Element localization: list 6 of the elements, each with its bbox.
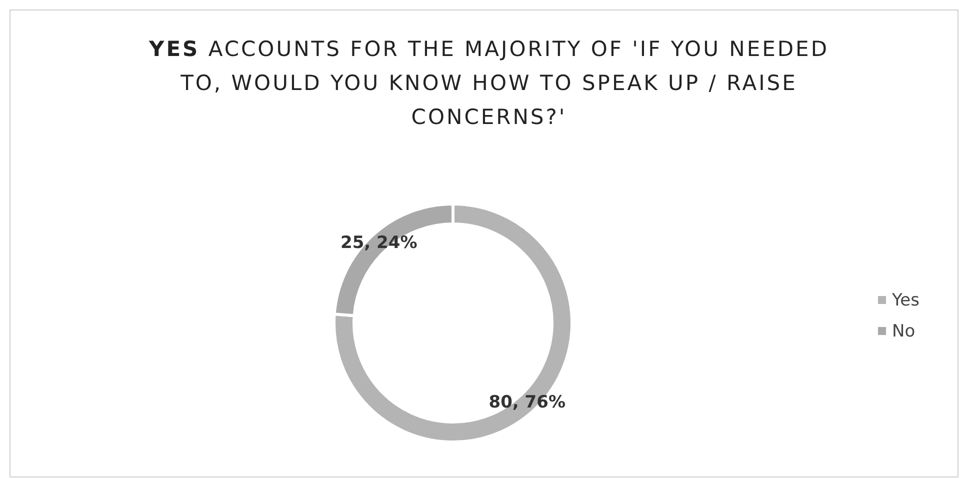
chart-title: YES ACCOUNTS FOR THE MAJORITY OF 'IF YOU NEEDED TO, WOULD YOU KNOW HOW TO SPEAK UP / RAISE CONCERNS?' <box>148 37 830 129</box>
donut-slice <box>332 202 574 444</box>
legend-label: Yes <box>891 290 920 311</box>
legend-label: No <box>892 322 916 342</box>
data-label: 25, 24% <box>340 232 418 253</box>
data-label: 80, 76% <box>488 392 566 413</box>
